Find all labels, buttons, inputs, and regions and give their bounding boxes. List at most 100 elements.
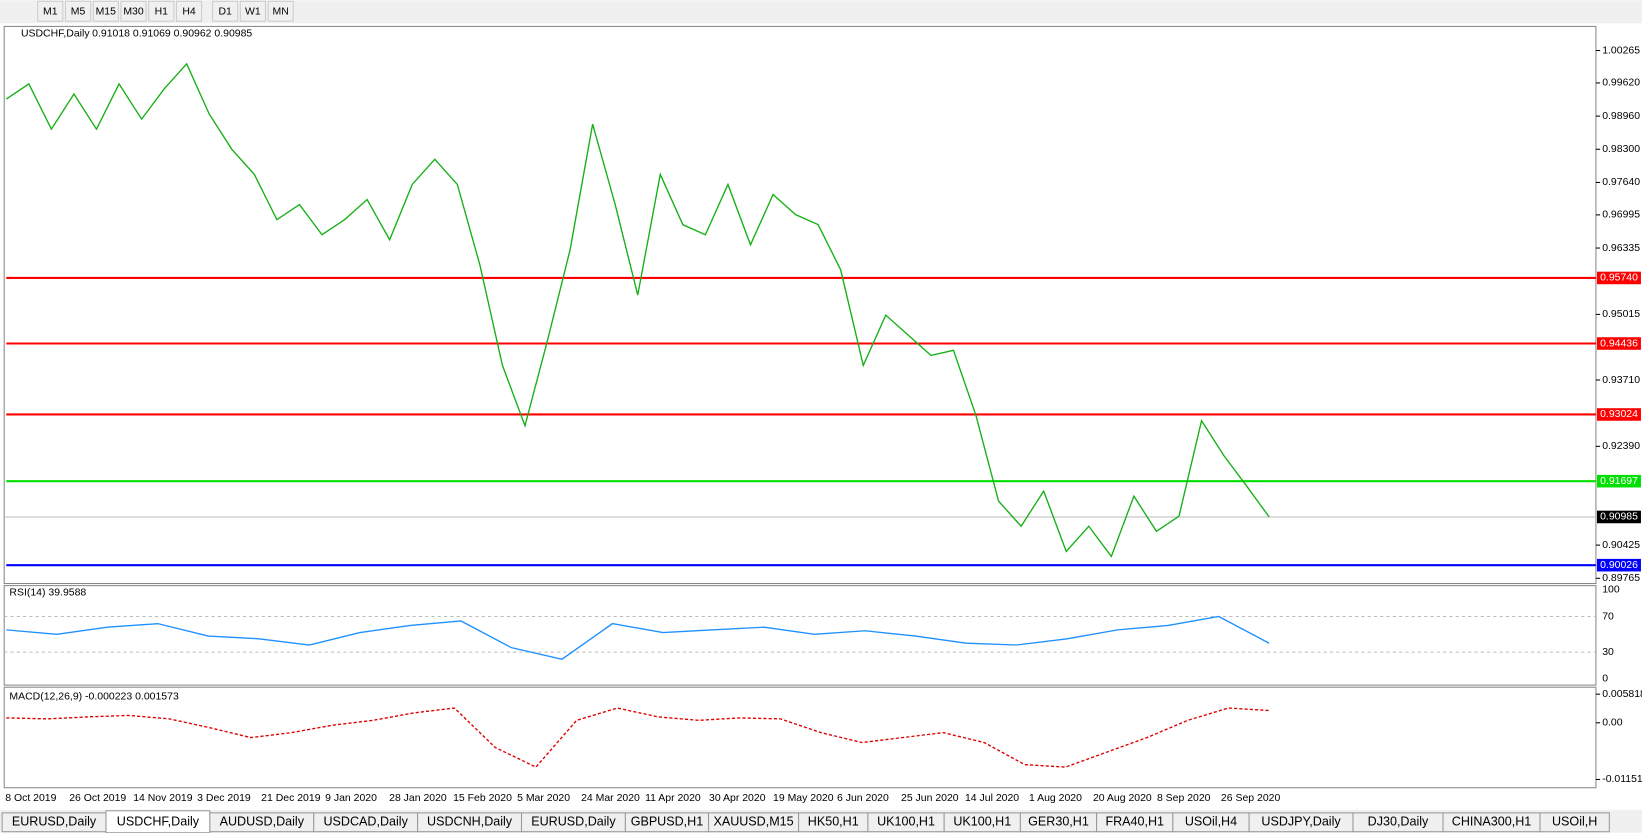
- price-tick-label: 0.98960: [1602, 111, 1640, 122]
- date-label: 26 Oct 2019: [69, 793, 126, 804]
- date-label: 30 Apr 2020: [709, 793, 766, 804]
- timeframe-button[interactable]: [64, 0, 92, 22]
- date-label: 8 Oct 2019: [5, 793, 56, 804]
- tab-label[interactable]: USOil,H4: [1185, 815, 1237, 829]
- date-label: 28 Jan 2020: [389, 793, 447, 804]
- price-tick-label: 0.99620: [1602, 78, 1640, 89]
- timeframe-label[interactable]: MN: [273, 7, 289, 18]
- price-line: [5, 62, 1270, 558]
- macd-panel: [3, 686, 1597, 789]
- price-tick-label: 0.98300: [1602, 144, 1640, 155]
- tab-label[interactable]: GER30,H1: [1028, 815, 1089, 829]
- timeframe-button[interactable]: [267, 0, 294, 22]
- tab-label[interactable]: DJ30,Daily: [1368, 815, 1429, 829]
- tab-label[interactable]: XAUUSD,M15: [713, 815, 793, 829]
- timeframe-label[interactable]: D1: [218, 7, 232, 18]
- price-tick-label: 0.96335: [1602, 243, 1640, 254]
- rsi-tick-label: 70: [1602, 611, 1614, 622]
- macd-tick-label: 0.00: [1602, 718, 1623, 729]
- rsi-tick-label: 30: [1602, 647, 1614, 658]
- level-label-box: [1596, 474, 1641, 488]
- price-tick-label: 1.00265: [1602, 45, 1640, 56]
- rsi-tick-label: 0: [1602, 674, 1608, 685]
- date-label: 11 Apr 2020: [645, 793, 701, 804]
- tab-label[interactable]: EURUSD,Daily: [531, 815, 616, 829]
- rsi-tick-label: 100: [1602, 585, 1620, 596]
- timeframe-button[interactable]: [37, 0, 64, 22]
- ohlc: 0.91018 0.91069 0.90962 0.90985: [92, 29, 252, 40]
- timeframe-button[interactable]: [148, 0, 175, 22]
- price-tick-label: 0.95015: [1602, 309, 1640, 320]
- tab-label[interactable]: USDCHF,Daily: [117, 815, 200, 829]
- date-label: 9 Jan 2020: [325, 793, 377, 804]
- timeframe-label[interactable]: W1: [245, 7, 261, 18]
- date-label: 19 May 2020: [773, 793, 834, 804]
- symbol: USDCHF,Daily: [21, 29, 90, 40]
- timeframe-label[interactable]: M15: [96, 7, 117, 18]
- tab-label[interactable]: USDCNH,Daily: [427, 815, 513, 829]
- level-label: 0.90026: [1600, 560, 1638, 571]
- current-price-box: [1596, 510, 1641, 524]
- macd-tick-label: 0.005818: [1602, 689, 1642, 700]
- timeframe-label[interactable]: H1: [155, 7, 169, 18]
- tab-label[interactable]: USDJPY,Daily: [1261, 815, 1341, 829]
- tab-label[interactable]: USOil,H: [1552, 815, 1597, 829]
- rsi-title: RSI(14) 39.9588: [9, 588, 86, 599]
- price-tick-label: 0.97640: [1602, 177, 1640, 188]
- tab-label[interactable]: GBPUSD,H1: [631, 815, 704, 829]
- timeframe-button[interactable]: [175, 0, 203, 22]
- date-label: 14 Nov 2019: [133, 793, 193, 804]
- level-label: 0.93024: [1600, 409, 1638, 420]
- date-label: 8 Sep 2020: [1157, 793, 1211, 804]
- timeframe-button[interactable]: [212, 0, 239, 22]
- timeframe-button[interactable]: [120, 0, 147, 22]
- timeframe-label[interactable]: M1: [43, 7, 58, 18]
- date-label: 15 Feb 2020: [453, 793, 512, 804]
- date-label: 24 Mar 2020: [581, 793, 640, 804]
- price-panel: [3, 25, 1597, 585]
- rsi-panel: [3, 585, 1597, 686]
- macd-title: MACD(12,26,9) -0.000223 0.001573: [9, 691, 179, 702]
- tab-label[interactable]: FRA40,H1: [1105, 815, 1164, 829]
- date-label: 21 Dec 2019: [261, 793, 321, 804]
- price-tick-label: 0.90425: [1602, 540, 1640, 551]
- date-label: 25 Jun 2020: [901, 793, 959, 804]
- date-label: 20 Aug 2020: [1093, 793, 1152, 804]
- tab-label[interactable]: HK50,H1: [808, 815, 859, 829]
- tab-label[interactable]: USDCAD,Daily: [324, 815, 409, 829]
- date-label: 1 Aug 2020: [1029, 793, 1082, 804]
- level-label-box: [1596, 408, 1641, 421]
- tab-label[interactable]: AUDUSD,Daily: [220, 815, 305, 829]
- level-label: 0.95740: [1600, 273, 1638, 284]
- rsi-line: [6, 615, 1270, 660]
- price-tick-label: 0.96995: [1602, 210, 1640, 221]
- level-label-box: [1596, 337, 1641, 350]
- timeframe-button[interactable]: [92, 0, 119, 22]
- macd-signal-line: [6, 707, 1270, 768]
- timeframe-label[interactable]: M5: [71, 7, 86, 18]
- price-tick-label: 0.92390: [1602, 441, 1640, 452]
- level-label: 0.91697: [1600, 476, 1638, 487]
- date-label: 14 Jul 2020: [965, 793, 1019, 804]
- date-label: 3 Dec 2019: [197, 793, 251, 804]
- price-tick-label: 0.89765: [1602, 573, 1640, 584]
- date-label: 5 Mar 2020: [517, 793, 570, 804]
- tab-label[interactable]: CHINA300,H1: [1452, 815, 1532, 829]
- tab-label[interactable]: UK100,H1: [877, 815, 935, 829]
- timeframe-button[interactable]: [239, 0, 266, 22]
- current-price-label: 0.90985: [1600, 512, 1638, 523]
- tab-label[interactable]: UK100,H1: [953, 815, 1011, 829]
- level-label: 0.94436: [1600, 338, 1638, 349]
- timeframe-label[interactable]: M30: [123, 7, 144, 18]
- level-label-box: [1596, 558, 1641, 572]
- date-label: 6 Jun 2020: [837, 793, 889, 804]
- timeframe-label[interactable]: H4: [182, 7, 196, 18]
- tab[interactable]: [1539, 812, 1610, 833]
- toolbar: [0, 0, 1642, 24]
- level-label-box: [1596, 271, 1641, 285]
- price-tick-label: 0.93710: [1602, 375, 1640, 386]
- macd-tick-label: -0.011514: [1602, 774, 1642, 785]
- tab-label[interactable]: EURUSD,Daily: [12, 815, 97, 829]
